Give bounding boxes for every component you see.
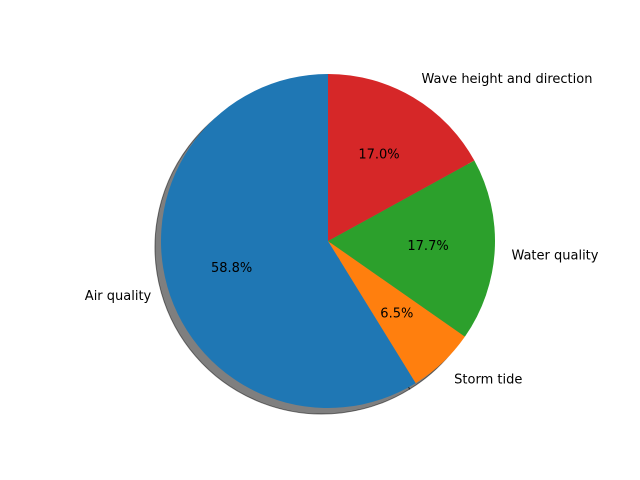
slice-label-water-quality: Water quality [511, 249, 598, 264]
slice-label-air-quality: Air quality [85, 289, 152, 304]
pie-slice-water-quality [328, 160, 495, 337]
pie-slice-air-quality [161, 74, 416, 409]
pie-slice-storm-tide [328, 241, 465, 384]
slice-percent-wave-height-and-direction: 17.0% [358, 147, 399, 162]
pie-label-layer: Air quality 58.8% Storm tide 6.5% Water qual… [85, 72, 599, 387]
slice-percent-water-quality: 17.7% [407, 239, 448, 254]
slice-label-wave-height-and-direction: Wave height and direction [422, 72, 593, 87]
slice-label-storm-tide: Storm tide [454, 372, 522, 387]
slice-percent-air-quality: 58.8% [211, 261, 252, 276]
pie-slice-layer [161, 74, 495, 409]
slice-percent-storm-tide: 6.5% [380, 306, 413, 321]
pie-slice-wave-height-and-direction [328, 74, 475, 241]
